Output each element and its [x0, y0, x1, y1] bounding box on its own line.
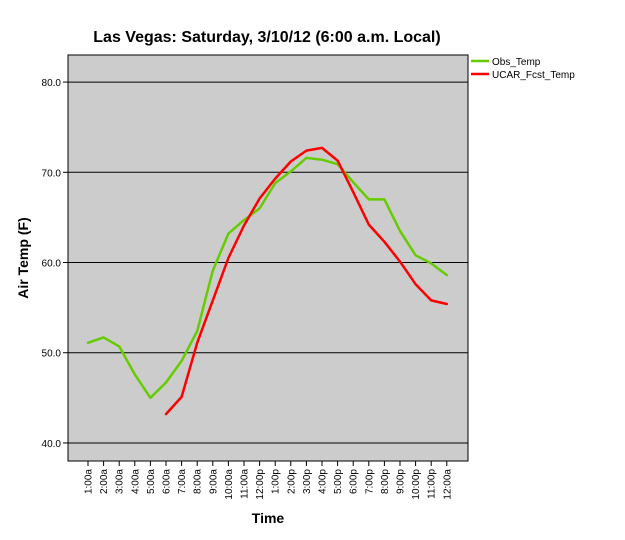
x-tick-label: 8:00a [193, 469, 204, 494]
legend: Obs_Temp UCAR_Fcst_Temp [471, 57, 575, 81]
x-tick-label: 10:00a [224, 469, 235, 500]
x-tick-label: 2:00a [99, 469, 110, 494]
x-tick-label: 9:00p [396, 469, 407, 494]
y-tick-label: 50.0 [42, 349, 62, 360]
x-tick-label: 4:00p [318, 469, 329, 494]
x-tick-label: 4:00a [130, 469, 141, 494]
y-tick-label: 60.0 [42, 259, 62, 270]
series-line-ucar-fcst-temp [164, 146, 449, 416]
y-tick-label: 70.0 [42, 168, 62, 179]
x-tick-label: 7:00p [364, 469, 375, 494]
y-axis: 40.0 50.0 60.0 70.0 80.0 [42, 78, 68, 450]
x-tick-label: 7:00a [177, 469, 188, 494]
x-axis: 1:00a 2:00a 3:00a 4:00a 5:00a 6:00a 7:00a 8:00a… [84, 461, 453, 500]
x-tick-label: 12:00p [255, 469, 266, 500]
x-tick-label: 1:00p [271, 469, 282, 494]
x-tick-label: 12:00a [442, 469, 453, 500]
x-tick-label: 11:00a [240, 469, 251, 499]
x-tick-label: 6:00a [162, 469, 173, 494]
x-axis-label: Time [252, 510, 285, 526]
legend-label: UCAR_Fcst_Temp [492, 70, 575, 81]
x-tick-label: 5:00a [146, 469, 157, 494]
x-tick-label: 5:00p [333, 469, 344, 494]
y-axis-label: Air Temp (F) [15, 217, 31, 298]
legend-label: Obs_Temp [492, 57, 541, 68]
y-tick-label: 80.0 [42, 78, 62, 89]
x-tick-label: 3:00a [115, 469, 126, 494]
series-lines [86, 146, 449, 416]
x-tick-label: 9:00a [208, 469, 219, 494]
x-tick-label: 10:00p [411, 469, 422, 500]
series-line-obs-temp [86, 156, 449, 400]
gridlines [68, 81, 468, 444]
x-tick-label: 2:00p [286, 469, 297, 494]
x-tick-label: 3:00p [302, 469, 313, 494]
plot-area [67, 54, 469, 462]
x-tick-label: 8:00p [380, 469, 391, 494]
chart-title: Las Vegas: Saturday, 3/10/12 (6:00 a.m. … [93, 29, 440, 46]
x-tick-label: 11:00p [427, 469, 438, 499]
x-tick-label: 6:00p [349, 469, 360, 494]
x-tick-label: 1:00a [84, 469, 95, 494]
y-tick-label: 40.0 [42, 439, 62, 450]
